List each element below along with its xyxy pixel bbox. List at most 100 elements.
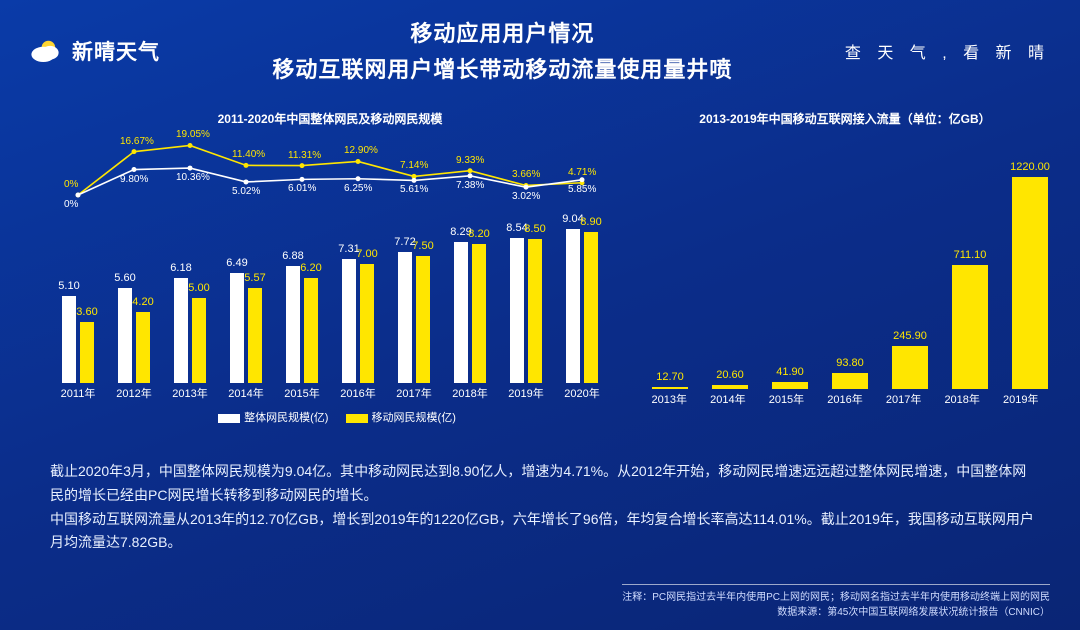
line-white-label: 10.36% (176, 172, 210, 183)
legend-yellow: 移动网民规模(亿) (372, 412, 456, 424)
bar: 20.60 (712, 385, 748, 389)
line-yellow-label: 0% (64, 179, 78, 190)
footnote-line-2: 数据来源：第45次中国互联网络发展状况统计报告（CNNIC） (622, 603, 1050, 618)
bar-yellow-label: 3.60 (76, 306, 97, 318)
line-yellow-label: 9.33% (456, 155, 484, 166)
bar-white: 6.49 (230, 273, 244, 383)
bar-label: 1220.00 (1010, 161, 1050, 173)
x-tick: 2014年 (699, 391, 758, 407)
chart-right: 2013-2019年中国移动互联网接入流量（单位：亿GB） 12.70 20.60… (640, 110, 1050, 430)
line-yellow-label: 16.67% (120, 136, 154, 147)
chart-left-title: 2011-2020年中国整体网民及移动网民规模 (50, 110, 610, 127)
bar-yellow-label: 7.00 (356, 248, 377, 260)
bar-yellow: 7.00 (360, 264, 374, 383)
footnote-line-1: 注释：PC网民指过去半年内使用PC上网的网民；移动网名指过去半年内使用移动终端上… (622, 588, 1050, 603)
bar: 93.80 (832, 373, 868, 389)
bar-yellow: 6.20 (304, 278, 318, 383)
bar-white: 8.29 (454, 242, 468, 383)
chart-left-x-axis: 2011年2012年2013年2014年2015年2016年2017年2018年… (50, 385, 610, 401)
line-white-label: 9.80% (120, 174, 148, 185)
paragraph-2: 中国移动互联网流量从2013年的12.70亿GB，增长到2019年的1220亿G… (50, 508, 1040, 556)
bar-yellow-label: 8.50 (524, 223, 545, 235)
x-tick: 2018年 (442, 385, 498, 401)
bar-label: 245.90 (893, 330, 927, 342)
page-title-1: 移动应用用户情况 (160, 16, 845, 48)
bar-yellow: 5.00 (192, 298, 206, 383)
bar-white: 5.60 (118, 288, 132, 383)
logo-group: 新晴天气 (28, 34, 160, 68)
bar-label: 711.10 (954, 249, 987, 261)
line-white-label: 6.01% (288, 183, 316, 194)
bar-white-label: 5.10 (58, 280, 79, 292)
chart-right-x-axis: 2013年2014年2015年2016年2017年2018年2019年 (640, 391, 1050, 407)
bar-group: 5.103.60 (50, 296, 106, 383)
line-white-label: 6.25% (344, 183, 372, 194)
bar-yellow-label: 6.20 (300, 262, 321, 274)
bar-white: 7.72 (398, 252, 412, 383)
bar-white: 9.04 (566, 229, 580, 383)
bar-yellow-label: 4.20 (132, 296, 153, 308)
bar-yellow-label: 7.50 (412, 240, 433, 252)
line-yellow-label: 11.31% (288, 150, 321, 161)
x-tick: 2016年 (330, 385, 386, 401)
bar-yellow-label: 8.20 (468, 228, 489, 240)
chart-left: 2011-2020年中国整体网民及移动网民规模 5.103.605.604.20… (50, 110, 610, 430)
bar-white: 6.18 (174, 278, 188, 383)
chart-left-legend: 整体网民规模(亿) 移动网民规模(亿) (50, 409, 610, 425)
bar-label: 20.60 (716, 369, 744, 381)
line-white-label: 3.02% (512, 191, 540, 202)
bar-label: 12.70 (656, 371, 684, 383)
x-tick: 2012年 (106, 385, 162, 401)
bar: 711.10 (952, 265, 988, 389)
bar: 1220.00 (1012, 177, 1048, 389)
bar-yellow: 5.57 (248, 288, 262, 383)
bar-yellow-label: 5.57 (244, 272, 265, 284)
x-tick: 2018年 (933, 391, 992, 407)
header: 新晴天气 移动应用用户情况 移动互联网用户增长带动移动流量使用量井喷 查 天 气… (0, 18, 1080, 84)
line-white-label: 0% (64, 199, 78, 210)
chart-right-plot: 12.7020.6041.9093.80245.90711.101220.002… (640, 133, 1050, 389)
line-yellow-label: 7.14% (400, 160, 428, 171)
charts-row: 2011-2020年中国整体网民及移动网民规模 5.103.605.604.20… (50, 110, 1050, 430)
bar-yellow: 4.20 (136, 312, 150, 383)
bar-white-label: 6.49 (226, 257, 247, 269)
bar-white: 6.88 (286, 266, 300, 383)
tagline: 查 天 气 , 看 新 晴 (845, 39, 1050, 63)
brand-name: 新晴天气 (72, 36, 160, 66)
chart-right-title: 2013-2019年中国移动互联网接入流量（单位：亿GB） (640, 110, 1050, 127)
bar: 12.70 (652, 387, 688, 389)
paragraph-1: 截止2020年3月，中国整体网民规模为9.04亿。其中移动网民达到8.90亿人，… (50, 460, 1040, 508)
bar-group: 7.727.50 (386, 252, 442, 383)
title-block: 移动应用用户情况 移动互联网用户增长带动移动流量使用量井喷 (160, 16, 845, 84)
line-white-label: 5.85% (568, 184, 596, 195)
legend-white: 整体网民规模(亿) (244, 412, 328, 424)
bar-group: 6.495.57 (218, 273, 274, 383)
x-tick: 2017年 (874, 391, 933, 407)
line-yellow-label: 12.90% (344, 145, 378, 156)
x-tick: 2013年 (640, 391, 699, 407)
line-yellow-label: 3.66% (512, 169, 540, 180)
bar-yellow: 8.50 (528, 239, 542, 384)
x-tick: 2011年 (50, 385, 106, 401)
bar-white-label: 6.18 (170, 262, 191, 274)
body-text: 截止2020年3月，中国整体网民规模为9.04亿。其中移动网民达到8.90亿人，… (50, 460, 1040, 555)
bar-group: 8.548.50 (498, 238, 554, 383)
footnote: 注释：PC网民指过去半年内使用PC上网的网民；移动网名指过去半年内使用移动终端上… (622, 584, 1050, 618)
bar-yellow: 8.90 (584, 232, 598, 383)
x-tick: 2015年 (757, 391, 816, 407)
line-white-label: 7.38% (456, 180, 484, 191)
bar-white-label: 6.88 (282, 250, 303, 262)
line-yellow-label: 19.05% (176, 129, 210, 140)
line-white-label: 5.61% (400, 184, 428, 195)
page-title-2: 移动互联网用户增长带动移动流量使用量井喷 (160, 52, 845, 84)
bar-yellow-label: 5.00 (188, 282, 209, 294)
x-tick: 2015年 (274, 385, 330, 401)
line-yellow-label: 4.71% (568, 167, 596, 178)
bar-group: 7.317.00 (330, 259, 386, 383)
bar: 245.90 (892, 346, 928, 389)
bar-group: 6.88 6.20 (274, 266, 330, 383)
bar-yellow-label: 8.90 (580, 216, 601, 228)
x-tick: 2016年 (816, 391, 875, 407)
bar-label: 93.80 (836, 357, 864, 369)
x-tick: 2020年 (554, 385, 610, 401)
